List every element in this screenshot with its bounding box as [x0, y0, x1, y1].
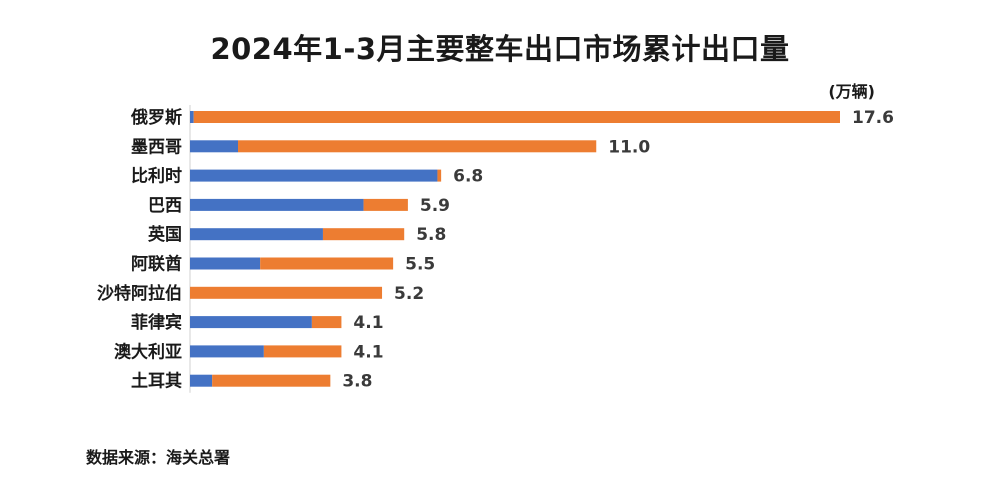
bar-segment-blue	[190, 198, 364, 211]
unit-label: (万辆)	[828, 82, 875, 101]
category-label: 澳大利亚	[114, 341, 182, 362]
value-label: 11.0	[608, 137, 650, 157]
value-label: 5.2	[394, 284, 424, 304]
category-label: 菲律宾	[131, 312, 182, 333]
bar-segment-orange	[212, 374, 331, 387]
bar-segment-orange	[322, 228, 405, 241]
bar-segment-orange	[260, 257, 394, 270]
value-label: 3.8	[342, 372, 372, 392]
bar-segment-blue	[190, 316, 312, 329]
bar-segment-orange	[311, 316, 342, 329]
value-label: 4.1	[353, 342, 383, 362]
category-label: 土耳其	[131, 371, 182, 392]
bar-segment-blue	[190, 374, 213, 387]
value-label: 5.9	[420, 196, 450, 216]
bar-segment-orange	[263, 345, 342, 358]
source-note: 数据来源：海关总署	[86, 448, 231, 467]
value-label: 5.5	[405, 255, 435, 275]
bar-segment-orange	[363, 198, 408, 211]
value-label: 5.8	[416, 225, 446, 245]
bar-segment-blue	[190, 257, 261, 270]
bar-segment-orange	[437, 169, 442, 182]
bar-segment-blue	[190, 140, 239, 153]
bar-segment-blue	[190, 111, 194, 123]
bar-segment-orange	[190, 286, 383, 299]
category-label: 墨西哥	[131, 137, 182, 157]
category-label: 英国	[148, 224, 182, 245]
category-label: 巴西	[148, 196, 182, 216]
category-label: 俄罗斯	[130, 107, 182, 128]
bar-segment-blue	[190, 345, 264, 358]
category-label: 比利时	[131, 166, 182, 187]
bar-segment-orange	[238, 140, 597, 153]
bar-segment-orange	[193, 111, 840, 123]
value-label: 4.1	[353, 313, 383, 333]
value-label: 6.8	[453, 167, 483, 187]
value-label: 17.6	[852, 108, 894, 128]
category-label: 沙特阿拉伯	[97, 283, 182, 304]
chart-title: 2024年1-3月主要整车出口市场累计出口量	[210, 32, 790, 66]
bar-segment-blue	[190, 228, 323, 241]
category-label: 阿联酋	[131, 254, 182, 275]
bar-segment-blue	[190, 169, 438, 182]
